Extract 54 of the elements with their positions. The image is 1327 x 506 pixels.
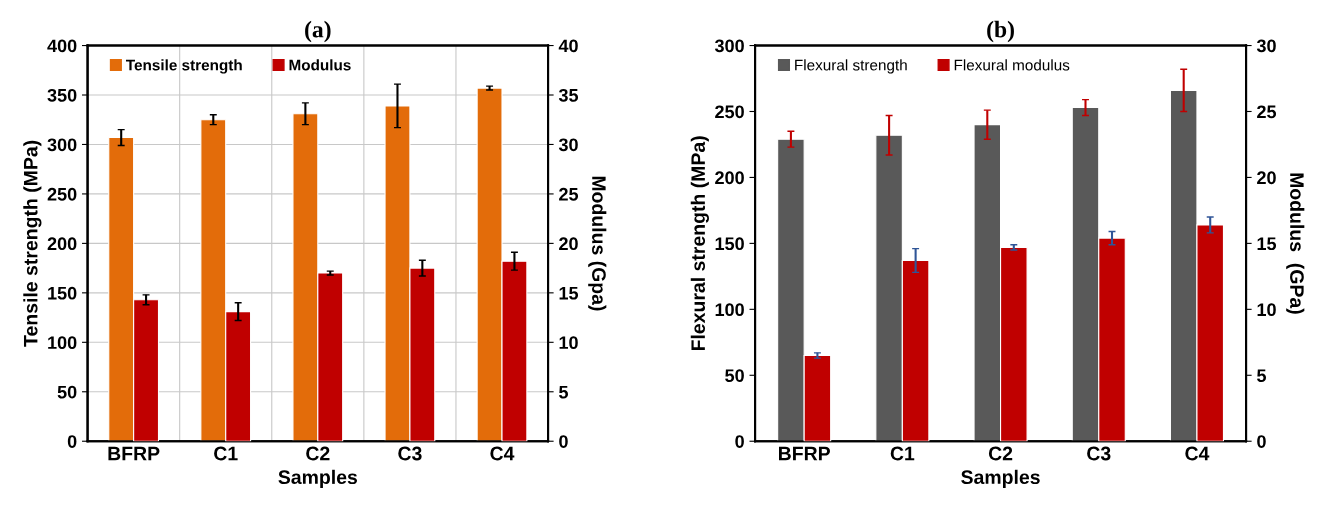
- y2-tick-label: 5: [1257, 369, 1267, 382]
- y-tick-label: 350: [47, 88, 77, 102]
- y-tick-label: 50: [725, 369, 744, 382]
- y2-tick-label: 25: [1257, 105, 1277, 119]
- y-axis-title: Flexural strength (MPa): [690, 136, 709, 351]
- y-tick-label: 300: [714, 39, 744, 53]
- y-tick-label: 0: [735, 435, 744, 448]
- y2-axis-title: Modulus (GPa): [1286, 173, 1305, 314]
- y-tick-label: 300: [47, 138, 77, 152]
- legend-label: Flexural modulus: [954, 59, 1070, 71]
- y2-tick-label: 0: [559, 435, 568, 448]
- y2-tick-label: 15: [559, 286, 579, 300]
- y-tick-label: 200: [715, 171, 744, 185]
- y2-tick-label: 30: [558, 138, 578, 152]
- x-axis-title: Samples: [278, 469, 358, 488]
- legend-label: Modulus: [289, 59, 351, 71]
- x-tick-label: BFRP: [108, 446, 160, 461]
- y2-tick-label: 0: [1257, 435, 1266, 448]
- y2-tick-label: 20: [1257, 171, 1276, 185]
- legend-label: Tensile strength: [125, 59, 242, 74]
- chart-title: (a): [305, 20, 331, 43]
- y-tick-label: 250: [715, 105, 744, 119]
- y2-tick-label: 15: [1257, 237, 1277, 251]
- y2-tick-label: 10: [559, 336, 578, 350]
- x-tick-label: C1: [214, 446, 238, 461]
- y2-tick-label: 5: [559, 385, 569, 399]
- y2-tick-label: 10: [1257, 303, 1276, 317]
- x-tick-label: C2: [988, 446, 1013, 461]
- y2-tick-label: 30: [1256, 39, 1276, 53]
- x-tick-label: C4: [490, 446, 515, 461]
- chart-title: (b): [987, 20, 1014, 43]
- y-tick-label: 200: [47, 237, 77, 251]
- y2-tick-label: 20: [559, 237, 578, 251]
- x-axis-title: Samples: [961, 469, 1040, 488]
- y-tick-label: 150: [48, 286, 77, 300]
- x-tick-label: C3: [398, 446, 422, 461]
- y2-tick-label: 40: [558, 39, 578, 53]
- y-tick-label: 150: [715, 237, 744, 251]
- y-axis-title: Tensile strength (MPa): [23, 140, 42, 347]
- y2-tick-label: 35: [558, 88, 579, 102]
- x-tick-label: C2: [306, 446, 330, 461]
- legend-label: Flexural strength: [795, 59, 907, 74]
- y2-axis-title: Modulus (Gpa): [588, 176, 607, 311]
- x-tick-label: BFRP: [779, 446, 830, 461]
- y-tick-label: 400: [47, 39, 77, 53]
- y2-tick-label: 25: [559, 187, 579, 201]
- y-tick-label: 250: [47, 187, 77, 201]
- y-tick-label: 100: [48, 336, 77, 350]
- y-tick-label: 50: [57, 385, 77, 399]
- x-tick-label: C3: [1087, 446, 1111, 461]
- y-tick-label: 0: [67, 435, 77, 448]
- x-tick-label: C4: [1185, 446, 1210, 461]
- x-tick-label: C1: [890, 446, 915, 461]
- y-tick-label: 100: [715, 303, 744, 317]
